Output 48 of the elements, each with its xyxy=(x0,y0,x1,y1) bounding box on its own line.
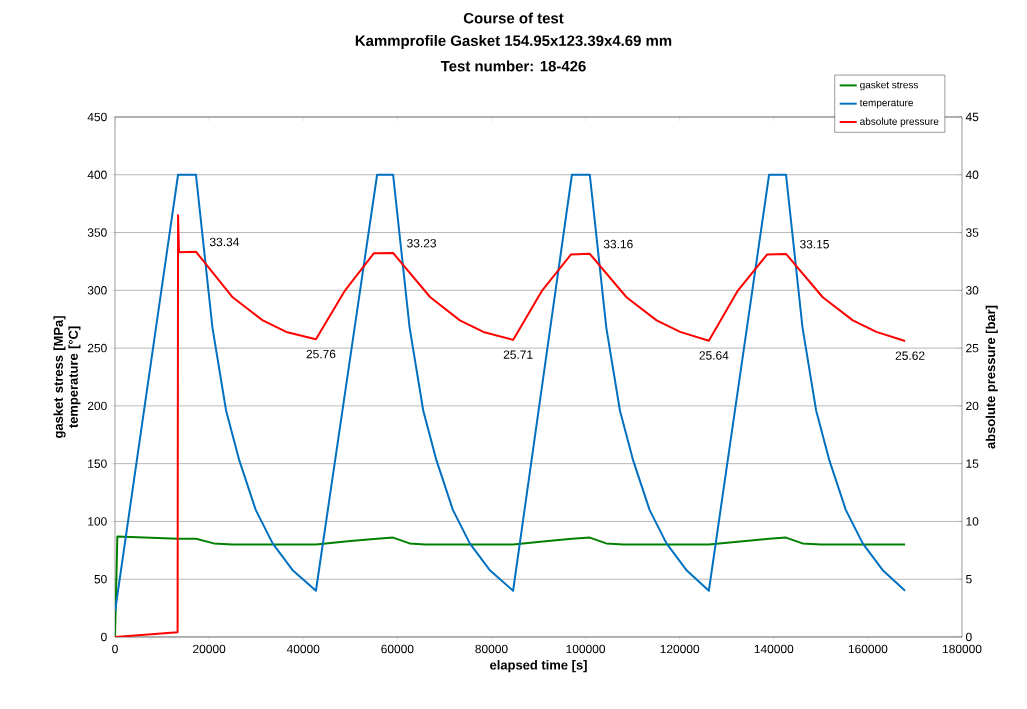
x-axis-title: elapsed time [s] xyxy=(490,660,587,673)
y-tick-label: 350 xyxy=(87,228,107,237)
y-tick-label: 0 xyxy=(101,632,107,642)
y-tick-label: 200 xyxy=(87,401,107,411)
y2-tick-label: 15 xyxy=(966,459,979,468)
x-tick-label: 140000 xyxy=(754,644,794,654)
x-tick-label: 160000 xyxy=(848,644,888,654)
y2-tick-label: 25 xyxy=(966,343,979,353)
y-tick-label: 50 xyxy=(94,574,107,584)
y2-tick-label: 0 xyxy=(966,632,972,642)
data-label: 33.15 xyxy=(800,239,829,249)
y2-axis-title: absolute pressure [bar] xyxy=(985,305,998,449)
y-axis-title: gasket stress [MPa] temperature [°C] xyxy=(53,316,81,438)
legend-label: absolute pressure xyxy=(860,117,939,127)
y2-tick-label: 5 xyxy=(966,575,972,584)
data-label: 33.34 xyxy=(209,237,240,247)
data-label: 33.23 xyxy=(407,239,437,248)
x-tick-label: 0 xyxy=(112,644,118,654)
x-tick-label: 120000 xyxy=(660,644,700,654)
data-label: 25.64 xyxy=(699,351,729,360)
y-tick-label: 300 xyxy=(87,286,107,295)
legend-label: temperature xyxy=(859,99,913,109)
legend-label: gasket stress xyxy=(860,81,919,91)
x-tick-label: 80000 xyxy=(475,644,508,654)
data-label: 33.16 xyxy=(603,239,633,249)
y2-tick-label: 45 xyxy=(965,112,979,122)
text: Test number: 18-426 xyxy=(440,60,586,72)
y2-tick-label: 35 xyxy=(965,228,979,237)
y2-tick-label: 10 xyxy=(966,517,979,526)
y-tick-label: 250 xyxy=(87,343,107,353)
x-tick-label: 180000 xyxy=(942,644,982,654)
data-label: 25.76 xyxy=(306,349,336,359)
y-tick-label: 450 xyxy=(87,112,107,122)
chart-subtitle: Kammprofile Gasket 154.95x123.39x4.69 mm xyxy=(355,35,672,49)
data-label: 25.62 xyxy=(895,351,925,360)
y-tick-label: 100 xyxy=(88,517,107,526)
x-tick-label: 60000 xyxy=(381,644,414,654)
y-tick-label: 150 xyxy=(88,459,107,468)
y2-tick-label: 20 xyxy=(966,401,979,411)
chart-title: Course of test xyxy=(463,12,564,24)
y-tick-label: 400 xyxy=(87,170,107,179)
data-label: 25.71 xyxy=(503,350,533,359)
y2-tick-label: 30 xyxy=(965,286,979,295)
x-tick-label: 20000 xyxy=(193,644,226,654)
x-tick-label: 40000 xyxy=(286,644,320,654)
line-series xyxy=(115,535,907,637)
x-tick-label: 100000 xyxy=(566,644,606,654)
y2-tick-label: 40 xyxy=(965,170,979,179)
